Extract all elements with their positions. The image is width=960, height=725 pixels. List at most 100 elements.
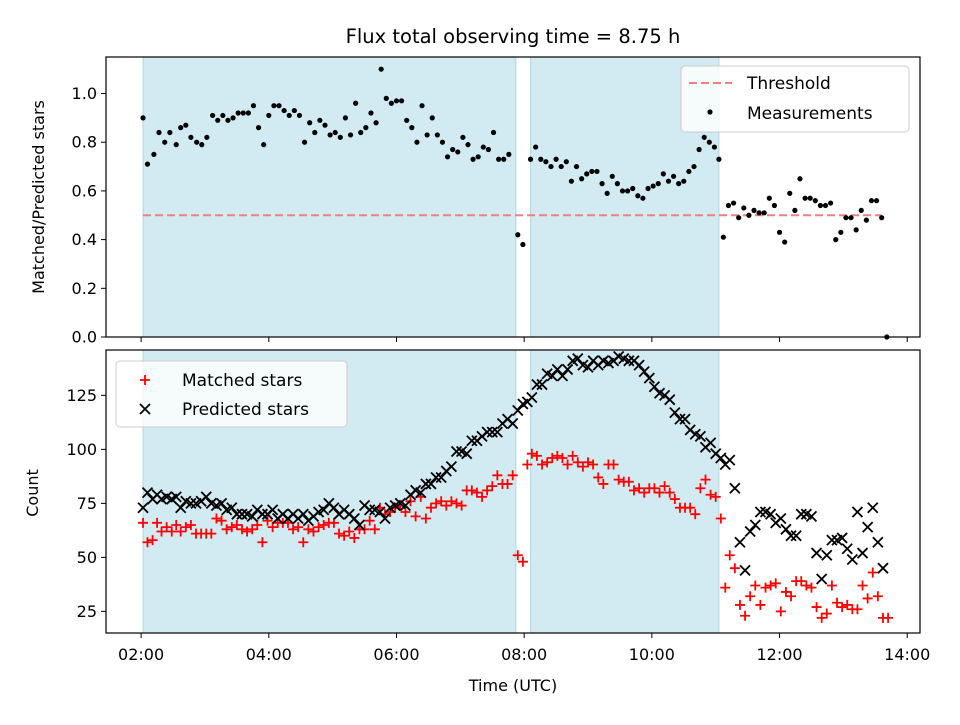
bottom-xtick-label: 04:00: [246, 645, 292, 664]
measurement-point: [358, 129, 364, 136]
matched-star-point: [872, 591, 883, 602]
matched-star-point: [492, 470, 503, 481]
matched-star-point: [710, 491, 721, 502]
measurement-point: [266, 112, 272, 119]
predicted-star-point: [507, 417, 519, 430]
predicted-star-point: [137, 502, 149, 514]
predicted-star-point: [461, 448, 473, 460]
bottom-xtick-label: 10:00: [629, 645, 675, 664]
matched-star-point: [659, 481, 670, 492]
matched-star-point: [400, 507, 411, 518]
predicted-star-point: [729, 482, 741, 494]
matched-star-point: [262, 515, 273, 526]
measurement-point: [696, 146, 702, 153]
matched-star-point: [821, 608, 832, 619]
matched-star-point: [293, 522, 304, 533]
measurement-point: [342, 115, 349, 121]
matched-star-point: [507, 470, 518, 481]
measurement-point: [771, 202, 778, 209]
measurement-point: [444, 154, 451, 160]
predicted-star-point: [749, 519, 761, 531]
predicted-star-point: [638, 365, 650, 378]
measurement-point: [807, 195, 813, 201]
matched-star-point: [142, 537, 153, 548]
measurement-point: [271, 103, 277, 109]
matched-star-point: [161, 522, 172, 533]
measurement-point: [424, 132, 430, 138]
predicted-star-point: [785, 530, 797, 542]
matched-star-point: [786, 591, 797, 602]
measurement-point: [235, 110, 241, 116]
predicted-star-point: [704, 437, 717, 449]
matched-star-point: [649, 483, 660, 494]
bottom-plot-frame: [105, 349, 921, 634]
measurement-point: [210, 112, 216, 119]
bottom-ytick-label: 100: [66, 440, 97, 459]
top-ytick-label: 0.4: [72, 230, 97, 249]
matched-star-point: [171, 519, 182, 530]
matched-star-point: [577, 461, 588, 472]
predicted-star-point: [466, 435, 478, 447]
matched-star-point: [654, 487, 665, 498]
matched-star-point: [547, 453, 558, 464]
measurement-point: [409, 125, 415, 131]
matched-star-point: [562, 459, 573, 470]
measurement-point: [838, 229, 844, 235]
matched-star-point: [236, 524, 247, 535]
bottom-xtick-label: 06:00: [373, 645, 419, 664]
predicted-star-point: [415, 486, 427, 499]
measurement-point: [419, 103, 425, 109]
measurement-point: [563, 159, 569, 165]
matched-star-point: [862, 593, 873, 604]
measurement-point: [286, 112, 292, 119]
predicted-star-point: [200, 491, 212, 503]
measurement-point: [614, 181, 620, 187]
matched-star-point: [456, 500, 467, 511]
matched-star-point: [724, 550, 735, 561]
predicted-star-point: [572, 353, 584, 365]
measurement-point: [255, 125, 262, 131]
measurement-point: [194, 139, 200, 145]
measurement-point: [660, 171, 666, 177]
bottom-ytick-label: 50: [77, 548, 97, 567]
matched-star-point: [334, 528, 345, 539]
measurement-point: [573, 163, 580, 170]
predicted-star-point: [556, 370, 569, 382]
matched-star-point: [690, 509, 701, 520]
predicted-star-point: [780, 523, 792, 535]
measurement-point: [817, 202, 824, 209]
matched-star-point: [328, 517, 339, 528]
measurement-point: [787, 190, 793, 196]
legend-measurements-swatch: [707, 109, 713, 115]
measurement-point: [140, 115, 146, 121]
measurement-point: [782, 239, 788, 245]
measurement-point: [327, 132, 333, 138]
measurement-point: [645, 185, 651, 192]
measurement-point: [490, 129, 497, 136]
matched-star-point: [557, 453, 568, 464]
legend-measurements-label: Measurements: [747, 104, 873, 124]
predicted-star-point: [185, 497, 197, 510]
legend-threshold-label: Threshold: [746, 74, 831, 94]
measurement-point: [250, 103, 257, 109]
matched-star-point: [436, 496, 447, 507]
predicted-star-point: [445, 461, 458, 473]
predicted-star-point: [669, 407, 681, 419]
predicted-star-point: [872, 536, 884, 548]
bottom-ytick-label: 25: [77, 602, 97, 621]
matched-star-point: [303, 524, 314, 535]
predicted-star-point: [420, 478, 432, 490]
measurement-point: [245, 110, 251, 116]
matched-star-point: [623, 476, 634, 487]
matched-star-point: [796, 576, 807, 587]
measurement-point: [475, 154, 481, 160]
measurement-point: [691, 163, 697, 170]
predicted-star-point: [318, 504, 330, 516]
measurement-point: [199, 142, 205, 148]
matched-star-point: [344, 526, 355, 537]
predicted-star-point: [379, 512, 391, 525]
predicted-star-point: [175, 502, 187, 514]
matched-star-point: [842, 599, 853, 610]
predicted-star-point: [856, 547, 869, 559]
predicted-star-point: [256, 508, 269, 520]
